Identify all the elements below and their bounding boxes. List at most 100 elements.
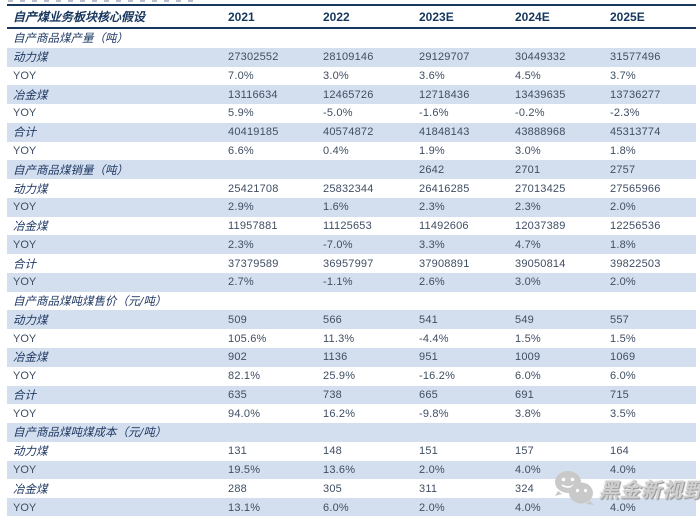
cell-value: 6.0% [323, 501, 349, 514]
cell-value: 12037389 [515, 220, 566, 233]
cell-value: 2642 [419, 163, 445, 176]
row-label: YOY [13, 407, 37, 420]
cell-value: 3.8% [515, 407, 541, 420]
table-row: 自产商品煤吨煤成本（元/吨） [7, 423, 696, 442]
cell-value: 82.1% [228, 370, 261, 383]
column-header-2023e: 2023E [419, 9, 454, 24]
table-body: 自产商品煤产量（吨） 动力煤 27302552 28109146 2912970… [7, 29, 696, 516]
row-label: 自产商品煤产量（吨） [13, 31, 128, 46]
cell-value: 4.7% [515, 238, 541, 251]
table-header-row: 自产煤业务板块核心假设 2021 2022 2023E 2024E 2025E [7, 4, 696, 29]
column-header-2024e: 2024E [515, 9, 550, 24]
table-row: 动力煤 25421708 25832344 26416285 27013425 … [7, 179, 696, 198]
cell-value: 12256536 [610, 220, 661, 233]
cell-value: 557 [610, 313, 629, 326]
cell-value: 19.5% [228, 463, 261, 476]
row-label: 冶金煤 [13, 350, 48, 365]
row-label: YOY [13, 69, 37, 82]
cell-value: 157 [515, 445, 534, 458]
table-row: 自产商品煤销量（吨） 2642 2701 2757 [7, 160, 696, 180]
row-label: 冶金煤 [13, 481, 48, 496]
row-label: YOY [13, 201, 37, 214]
cell-value: 3.3% [419, 238, 445, 251]
row-label: 自产商品煤吨煤成本（元/吨） [13, 425, 167, 440]
cell-value: 31577496 [610, 51, 661, 64]
cell-value: 11492606 [419, 220, 469, 233]
table-row: 动力煤 27302552 28109146 29129707 30449332 … [7, 47, 696, 67]
cell-value: 2.0% [610, 276, 636, 289]
cell-value: 3.0% [515, 144, 541, 157]
row-label: 合计 [13, 125, 36, 140]
cell-value: 4.5% [515, 69, 541, 82]
cell-value: 41848143 [419, 126, 470, 139]
cell-value: 2.9% [228, 201, 254, 214]
cell-value: 4.0% [610, 463, 636, 476]
table-row: YOY 2.3% -7.0% 3.3% 4.7% 1.8% [7, 235, 696, 255]
cell-value: 40419185 [228, 126, 279, 139]
cell-value: 151 [419, 445, 438, 458]
cell-value: 40574872 [323, 126, 374, 139]
cell-value: 43888968 [515, 126, 566, 139]
row-label: YOY [13, 463, 37, 476]
cell-value: 1.9% [419, 144, 445, 157]
cell-value: 311 [419, 482, 438, 495]
cell-value: 1.6% [323, 201, 349, 214]
cell-value: 902 [228, 351, 247, 364]
row-label: 自产商品煤销量（吨） [13, 162, 128, 177]
table-row: YOY 7.0% 3.0% 3.6% 4.5% 3.7% [7, 67, 696, 86]
cell-value: -4.4% [419, 332, 449, 345]
cell-value: 1069 [610, 351, 636, 364]
row-label: 动力煤 [13, 50, 48, 65]
cell-value: 37379589 [228, 257, 279, 270]
table-row: YOY 13.1% 6.0% 2.0% 4.0% 4.0% [7, 498, 696, 516]
cell-value: 324 [515, 482, 534, 495]
cell-value: 288 [228, 482, 247, 495]
cell-value: 30449332 [515, 51, 566, 64]
column-header-2025e: 2025E [610, 9, 645, 24]
row-label: YOY [13, 238, 37, 251]
cell-value: 6.0% [610, 370, 636, 383]
cell-value: 549 [515, 313, 534, 326]
table-row: YOY 2.9% 1.6% 2.3% 2.3% 2.0% [7, 197, 696, 217]
cell-value: 13.6% [323, 463, 356, 476]
cell-value: 94.0% [228, 407, 261, 420]
cell-value: 4.0% [515, 501, 541, 514]
cell-value: 4.0% [515, 463, 541, 476]
cell-value: 6.6% [228, 144, 254, 157]
cell-value: 3.7% [610, 69, 636, 82]
cell-value: 635 [228, 388, 247, 401]
cell-value: 148 [323, 445, 342, 458]
cell-value: 951 [419, 351, 438, 364]
cell-value: 1.5% [515, 332, 541, 345]
row-label: YOY [13, 332, 37, 345]
row-label: YOY [13, 276, 37, 289]
cell-value: 738 [323, 388, 342, 401]
cell-value: 25421708 [228, 182, 279, 195]
table-row: YOY 94.0% 16.2% -9.8% 3.8% 3.5% [7, 404, 696, 423]
cell-value: 1.8% [610, 238, 636, 251]
cell-value: 1136 [323, 351, 348, 364]
cell-value: 37908891 [419, 257, 470, 270]
cell-value: 29129707 [419, 51, 470, 64]
table-row: 动力煤 131 148 151 157 164 [7, 442, 696, 461]
cell-value: 11.3% [323, 332, 355, 345]
cell-value: 27013425 [515, 182, 566, 195]
cell-value: 26416285 [419, 182, 470, 195]
cell-value: 105.6% [228, 332, 267, 345]
cell-value: 28109146 [323, 51, 374, 64]
cropped-text-remnant [8, 0, 193, 2]
table-row: 冶金煤 902 1136 951 1009 1069 [7, 348, 696, 367]
cell-value: -9.8% [419, 407, 449, 420]
cell-value: -7.0% [323, 238, 353, 251]
cell-value: 12718436 [419, 88, 470, 101]
table-row: 合计 635 738 665 691 715 [7, 385, 696, 405]
row-label: 冶金煤 [13, 219, 48, 234]
cell-value: 3.6% [419, 69, 445, 82]
cell-value: -2.3% [610, 107, 640, 120]
cell-value: 715 [610, 388, 629, 401]
cell-value: 566 [323, 313, 342, 326]
table-row: 冶金煤 288 305 311 324 [7, 479, 696, 498]
cell-value: 164 [610, 445, 629, 458]
column-header-2021: 2021 [228, 9, 255, 24]
